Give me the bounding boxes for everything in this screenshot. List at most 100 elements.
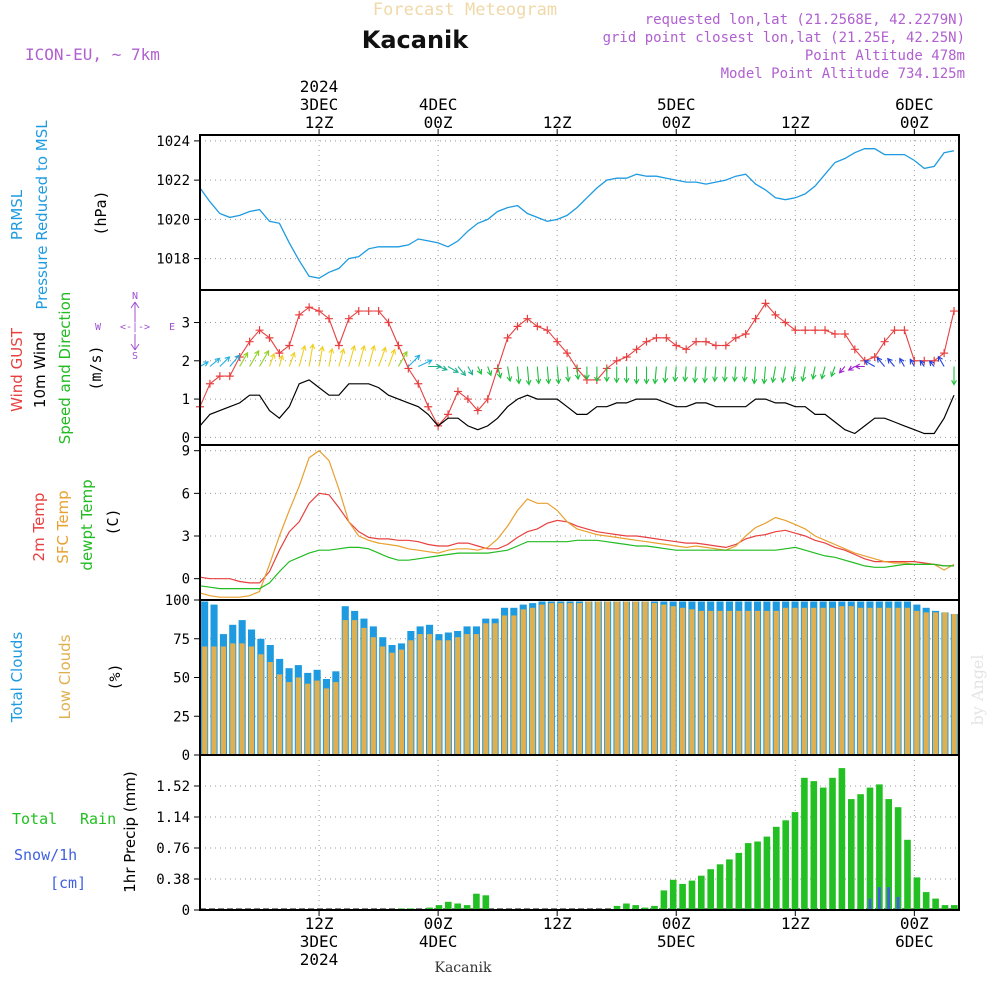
gust-marker (652, 333, 661, 342)
low-cloud-bar (211, 646, 217, 755)
low-cloud-bar (801, 607, 807, 756)
low-cloud-bar (914, 610, 920, 755)
wind-direction-arrow (308, 343, 316, 367)
watermark: by Angel (968, 654, 987, 725)
low-cloud-bar (839, 606, 845, 755)
rain-bar (838, 768, 846, 910)
label-pct: (%) (106, 663, 124, 690)
wind-direction-arrow (555, 366, 562, 385)
wind-direction-arrow (692, 366, 698, 384)
low-cloud-bar (417, 634, 423, 755)
gust-marker (870, 352, 879, 361)
rain-bar (641, 907, 649, 910)
rain-bar (698, 875, 705, 910)
gust-marker (771, 310, 780, 319)
low-cloud-bar (858, 607, 864, 756)
low-cloud-bar (623, 601, 629, 755)
low-cloud-bar (614, 601, 620, 755)
y-tick-label: 0.76 (156, 841, 190, 857)
label-hpa: (hPa) (92, 190, 110, 235)
rain-bar (623, 903, 630, 910)
gust-marker (295, 310, 304, 319)
rain-bar (801, 777, 808, 910)
gust-marker (731, 333, 740, 342)
gust-marker (751, 314, 760, 323)
low-cloud-bar (558, 603, 564, 755)
low-cloud-bar (708, 610, 714, 755)
y-tick-label: 1020 (156, 212, 190, 228)
rain-bar (669, 879, 677, 910)
header-model-altitude: Model Point Altitude 734.125m (721, 66, 965, 82)
gust-marker (801, 326, 810, 335)
wind-direction-arrow (847, 365, 856, 371)
label-totclouds: Total Clouds (8, 632, 26, 724)
y-tick-label: 25 (173, 709, 190, 725)
low-cloud-bar (811, 607, 817, 756)
wind-direction-arrow (209, 357, 221, 367)
low-cloud-bar (633, 601, 639, 755)
label-ms: (m/s) (87, 345, 105, 390)
header-model: ICON-EU, ~ 7km (25, 45, 160, 64)
top-time-label: 5DEC (657, 95, 696, 114)
gust-marker (890, 326, 899, 335)
top-time-label: 00Z (662, 113, 691, 132)
rain-bar (773, 826, 780, 910)
rain-bar (951, 905, 958, 910)
low-cloud-bar (314, 680, 320, 755)
bottom-time-label: 00Z (424, 914, 453, 933)
label-lowclouds: Low Clouds (56, 634, 74, 719)
compass-n: N (132, 291, 138, 302)
gust-marker (553, 337, 562, 346)
label-precip: 1hr Precip (mm) (121, 771, 139, 892)
label-dewpt: dewpt Temp (78, 479, 96, 570)
wind-direction-arrow (278, 354, 285, 367)
low-cloud-bar (820, 607, 826, 756)
wind-direction-arrow (643, 366, 650, 385)
rain-bar (426, 907, 433, 910)
compass-h: <-|-> (120, 322, 150, 333)
wind-direction-arrow (761, 366, 768, 385)
wind-direction-arrow (830, 366, 836, 378)
rain-bar (482, 895, 490, 910)
gust-marker (533, 322, 542, 331)
top-time-label: 12Z (543, 113, 572, 132)
wind-direction-arrow (603, 366, 610, 383)
gust-marker (682, 345, 691, 354)
rain-bar (866, 787, 874, 910)
low-cloud-bar (595, 601, 601, 755)
rain-bar (885, 799, 892, 910)
low-cloud-bar (754, 610, 761, 755)
low-cloud-bar (886, 607, 892, 756)
bottom-time-label: 12Z (543, 914, 572, 933)
label-pressure: Pressure Reduced to MSL (33, 120, 51, 310)
gust-marker (692, 337, 701, 346)
top-time-label: 12Z (305, 113, 334, 132)
low-cloud-bar (783, 607, 789, 756)
wind-direction-arrow (584, 366, 590, 381)
compass-s: S (132, 351, 138, 362)
label-speeddir: Speed and Direction (56, 292, 74, 445)
low-cloud-bar (239, 643, 245, 755)
wind-direction-arrow (229, 354, 241, 367)
compass-w: W (95, 322, 102, 333)
header-requested: requested lon,lat (21.2568E, 42.2279N) (645, 12, 965, 28)
label-totalrain-a: Total (12, 810, 57, 828)
low-cloud-bar (651, 603, 657, 755)
wind-direction-arrow (219, 356, 231, 367)
y-tick-label: 0.38 (156, 872, 190, 888)
gust-marker (811, 326, 820, 335)
y-tick-label: 50 (173, 671, 190, 687)
y-tick-label: 3 (182, 529, 190, 545)
top-time-label: 4DEC (419, 95, 458, 114)
rain-bar (922, 892, 930, 910)
label-c: (C) (104, 508, 122, 535)
gust-marker (453, 387, 462, 396)
wind-direction-arrow (899, 357, 905, 367)
label-snow-a: Snow/1h (14, 846, 77, 864)
wind-direction-arrow (951, 366, 957, 386)
compass-e: E (169, 322, 175, 333)
rain-bar (632, 905, 639, 910)
gust-marker (324, 314, 333, 323)
bottom-time-label: 2024 (300, 950, 339, 969)
low-cloud-bar (642, 601, 648, 755)
